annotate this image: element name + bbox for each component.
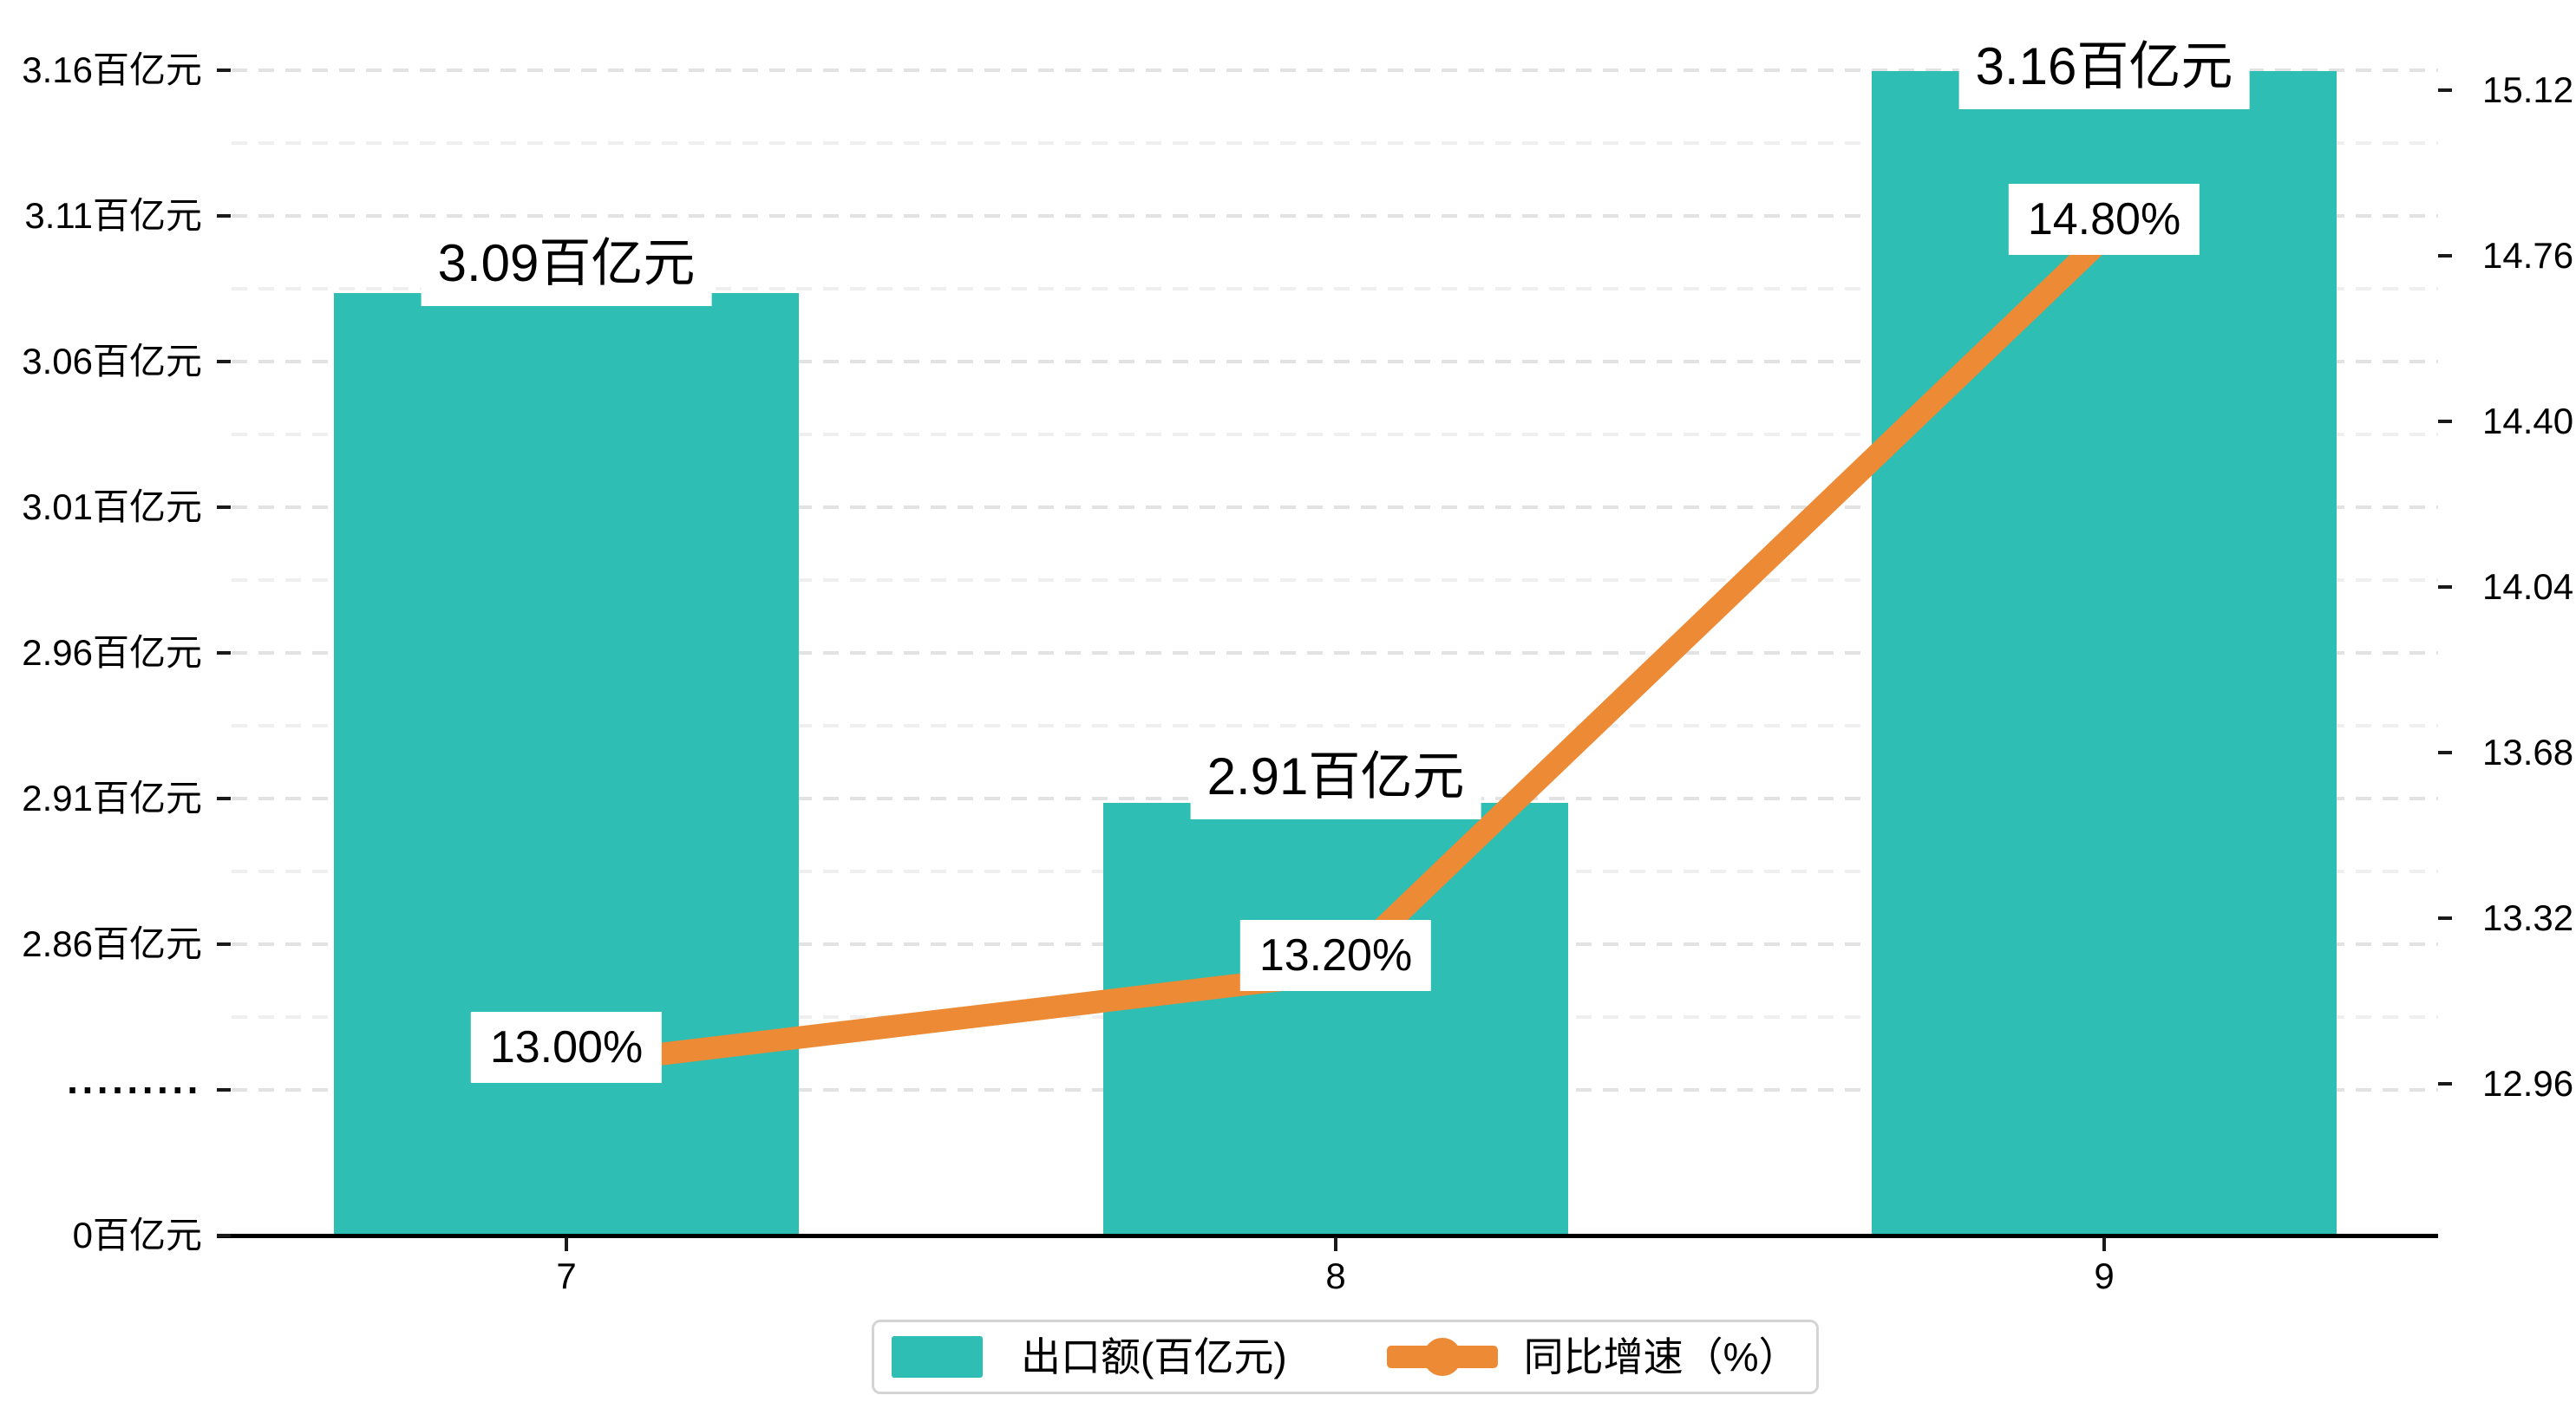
x-axis-tick-label-month-8: 8 [1325, 1255, 1346, 1296]
left-axis-tick-label: 3.11百亿元 [24, 195, 202, 236]
left-axis-tick [217, 797, 231, 800]
right-axis-tick [2438, 88, 2452, 92]
right-axis-tick-label: 14.76 [2482, 235, 2574, 276]
left-axis-tick [217, 1088, 231, 1092]
bar-value-label: 2.91百亿元 [1190, 734, 1481, 819]
line-value-label: 13.20% [1239, 919, 1432, 991]
x-axis-tick [1334, 1237, 1337, 1251]
bar-value-label: 3.16百亿元 [1958, 24, 2250, 109]
left-axis-tick-label: 3.06百亿元 [22, 341, 202, 381]
left-axis-tick-label: 2.91百亿元 [22, 778, 202, 818]
right-axis-tick-label: 15.12 [2482, 69, 2574, 110]
x-axis-tick-label-month-7: 7 [556, 1255, 577, 1296]
legend-item-export-value[interactable]: 出口额(百亿元) [892, 1336, 1287, 1378]
legend-label-growth-rate: 同比增速（%） [1523, 1334, 1799, 1379]
line-series-marker-icon [1386, 1336, 1498, 1378]
right-axis-tick [2438, 751, 2452, 754]
legend-item-growth-rate[interactable]: 同比增速（%） [1386, 1334, 1799, 1379]
left-axis-tick [217, 942, 231, 946]
left-axis-tick [217, 505, 231, 509]
left-axis-tick [217, 214, 231, 218]
right-axis-tick-label: 12.96 [2482, 1063, 2574, 1104]
major-gridline [232, 651, 2438, 655]
major-gridline [232, 505, 2438, 509]
left-axis-tick [217, 68, 231, 72]
right-axis-tick [2438, 585, 2452, 589]
right-axis-tick-label: 13.32 [2482, 897, 2574, 938]
legend-label-export-value: 出口额(百亿元) [1021, 1334, 1287, 1379]
line-value-label: 13.00% [470, 1011, 663, 1083]
right-axis-tick-label: 13.68 [2482, 732, 2574, 773]
right-axis-tick [2438, 1082, 2452, 1086]
left-axis-tick-label: 0百亿元 [72, 1215, 202, 1255]
bar-series-swatch-icon [892, 1336, 983, 1378]
bar-value-label: 3.09百亿元 [421, 221, 712, 307]
x-axis-tick [565, 1237, 568, 1251]
right-axis-tick [2438, 420, 2452, 423]
left-axis-tick [217, 360, 231, 363]
left-axis-tick-label: 2.86百亿元 [22, 923, 202, 964]
minor-gridline [232, 433, 2438, 436]
minor-gridline [232, 141, 2438, 145]
left-axis-tick [217, 651, 231, 655]
legend: 出口额(百亿元) 同比增速（%） [872, 1320, 1819, 1394]
bar-month-9[interactable] [1872, 71, 2337, 1234]
major-gridline [232, 360, 2438, 363]
major-gridline [232, 214, 2438, 218]
left-axis-tick-label: 2.96百亿元 [22, 632, 202, 673]
right-axis-tick [2438, 254, 2452, 258]
x-axis-tick [2102, 1237, 2106, 1251]
x-axis-line [217, 1234, 2438, 1238]
bar-month-8[interactable] [1103, 803, 1568, 1234]
minor-gridline [232, 578, 2438, 582]
minor-gridline [232, 724, 2438, 727]
x-axis-tick-label-month-9: 9 [2094, 1255, 2115, 1296]
left-axis-tick [217, 1234, 231, 1237]
line-value-label: 14.80% [2008, 183, 2200, 255]
major-gridline [232, 68, 2438, 72]
right-axis-tick-label: 14.04 [2482, 566, 2574, 607]
left-axis-tick-label: 3.16百亿元 [22, 49, 202, 90]
right-axis-tick-label: 14.40 [2482, 401, 2574, 441]
left-axis-tick-label: 3.01百亿元 [22, 486, 202, 527]
right-axis-tick [2438, 916, 2452, 920]
minor-gridline [232, 287, 2438, 290]
left-axis-break-label: ········· [67, 1067, 202, 1112]
